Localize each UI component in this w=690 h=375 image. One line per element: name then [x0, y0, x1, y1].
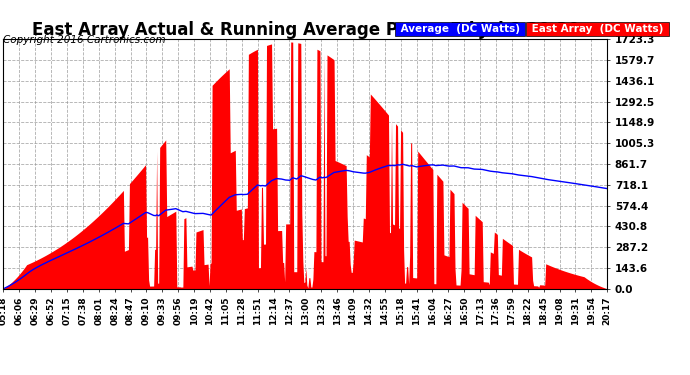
- Text: Average  (DC Watts): Average (DC Watts): [397, 24, 524, 34]
- Title: East Array Actual & Running Average Power Fri Jul 8 20:30: East Array Actual & Running Average Powe…: [32, 21, 579, 39]
- Text: East Array  (DC Watts): East Array (DC Watts): [528, 24, 667, 34]
- Text: Copyright 2016 Cartronics.com: Copyright 2016 Cartronics.com: [3, 35, 166, 45]
